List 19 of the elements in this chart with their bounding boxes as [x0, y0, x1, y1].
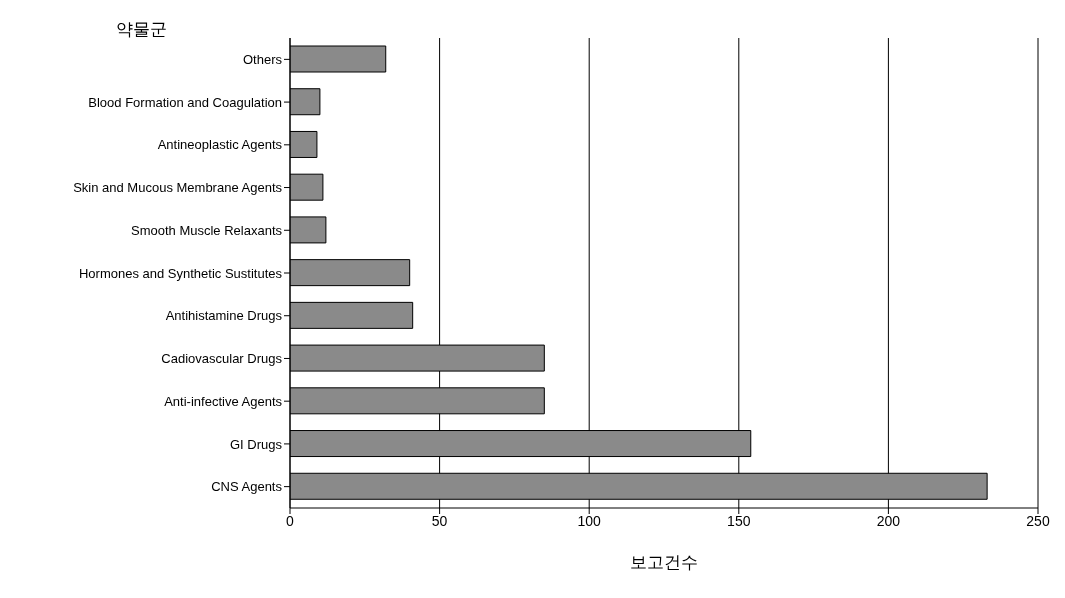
y-tick-label: GI Drugs	[229, 436, 283, 452]
y-axis-title: 약물군	[116, 19, 167, 41]
x-tick-label: 50	[431, 512, 448, 529]
x-tick-label: 200	[876, 512, 901, 529]
x-axis-title: 보고건수	[630, 553, 698, 572]
x-tick-label: 150	[727, 512, 751, 529]
y-tick-label: Skin and Mucous Membrane Agents	[73, 180, 283, 196]
y-tick-label: Others	[242, 51, 283, 67]
x-tick-label: 250	[1026, 512, 1050, 529]
y-tick-label: Blood Formation and Coagulation	[88, 94, 282, 110]
y-tick-label: Anti-infective Agents	[164, 393, 283, 409]
y-tick-label: Hormones and Synthetic Sustitutes	[78, 265, 283, 281]
y-tick-label: Antineoplastic Agents	[157, 137, 283, 153]
x-tick-label: 100	[577, 512, 602, 529]
y-tick-label: Cadiovascular Drugs	[161, 351, 283, 367]
x-tick-label: 0	[286, 512, 295, 529]
y-tick-label: Antihistamine Drugs	[165, 308, 283, 324]
y-tick-label: Smooth Muscle Relaxants	[130, 222, 283, 238]
y-tick-label: CNS Agents	[211, 479, 283, 495]
